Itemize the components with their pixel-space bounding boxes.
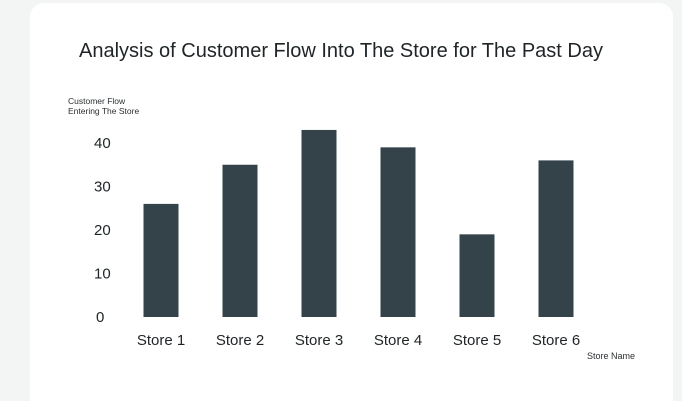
y-tick-label: 40 (94, 135, 111, 152)
x-axis-ticks: Store 1 Store 2 Store 3 Store 4 Store 5 Store… (137, 332, 580, 349)
y-tick-label: 30 (94, 179, 111, 196)
x-tick-label: Store 3 (295, 332, 343, 349)
bar-store-1 (143, 203, 179, 317)
bar-store-2 (222, 164, 258, 317)
x-tick-label: Store 5 (453, 332, 501, 349)
bar-store-3 (301, 129, 337, 317)
y-axis-label: Customer Flow Entering The Store (68, 96, 140, 116)
bar-store-6 (538, 160, 574, 317)
y-axis-ticks: 0 10 20 30 40 (94, 135, 111, 326)
bar-store-5 (459, 234, 495, 317)
bar-store-4 (380, 147, 416, 317)
x-tick-label: Store 1 (137, 332, 185, 349)
x-tick-label: Store 6 (532, 332, 580, 349)
x-tick-label: Store 4 (374, 332, 422, 349)
bars (143, 129, 574, 317)
x-tick-label: Store 2 (216, 332, 264, 349)
y-tick-label: 0 (96, 309, 104, 326)
y-tick-label: 20 (94, 222, 111, 239)
x-axis-label: Store Name (587, 351, 635, 361)
y-tick-label: 10 (94, 266, 111, 283)
chart-title: Analysis of Customer Flow Into The Store… (79, 40, 603, 62)
